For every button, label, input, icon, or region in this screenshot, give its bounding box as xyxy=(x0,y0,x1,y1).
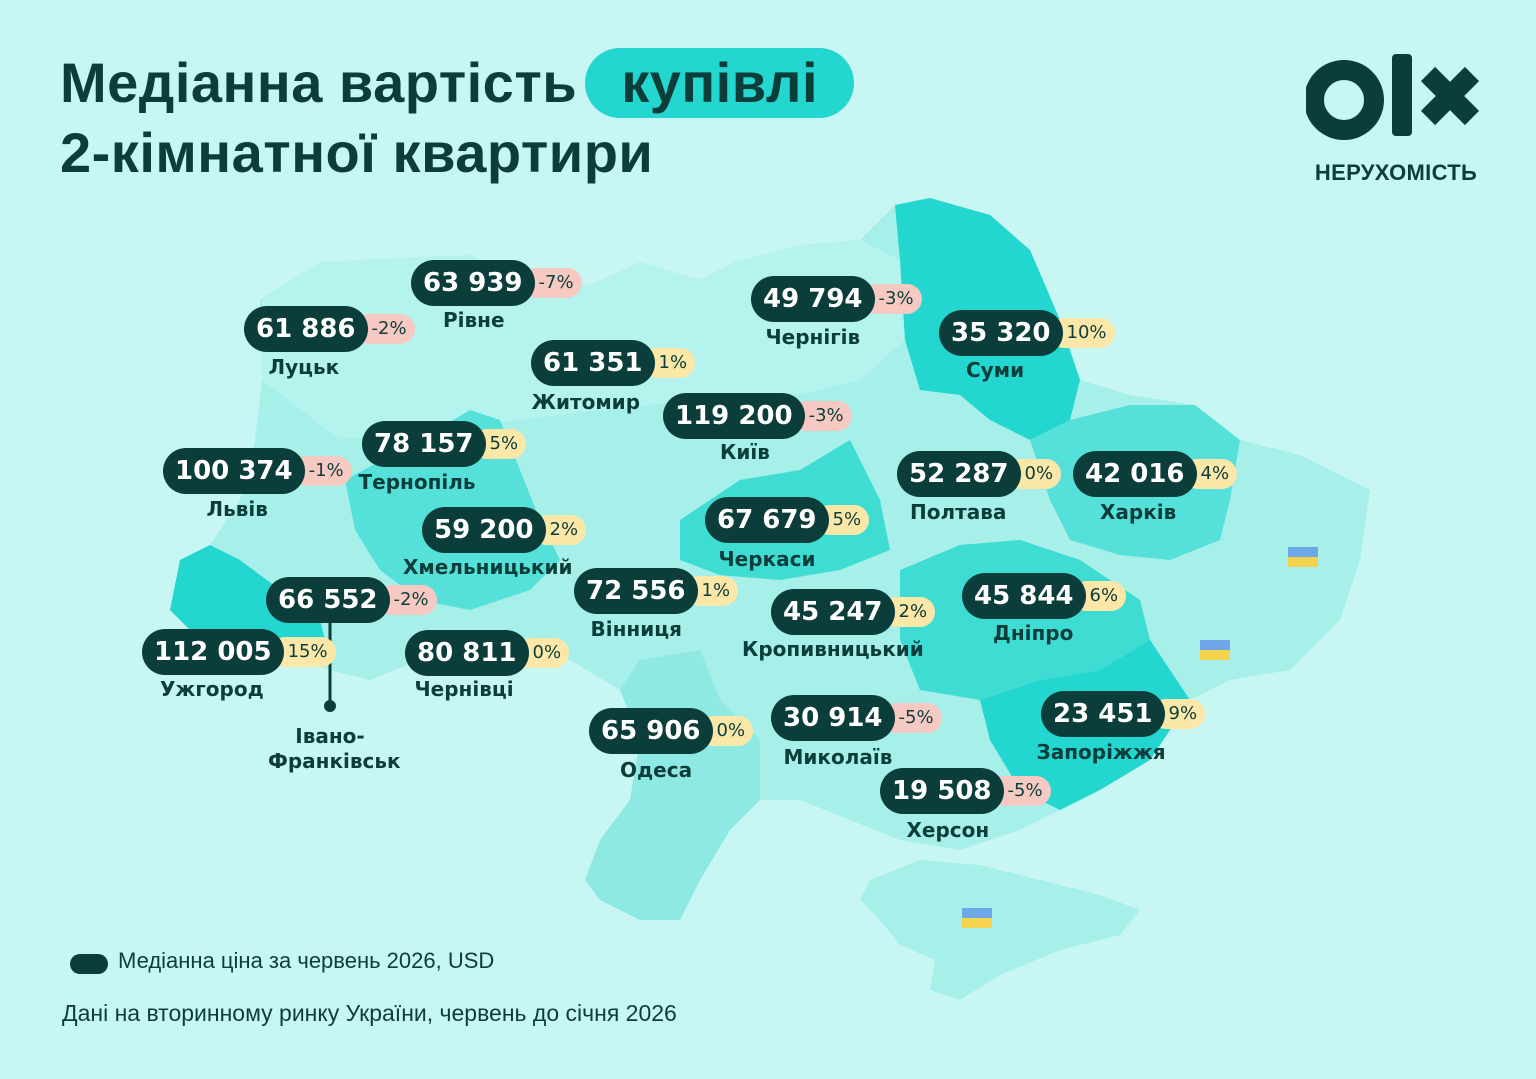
city-price-marker: 30 914 -5% xyxy=(771,695,942,741)
city-name: Чернівці xyxy=(414,677,514,701)
title-text: Медіанна вартість xyxy=(60,51,578,114)
city-price-marker: 45 247 2% xyxy=(771,589,936,635)
price-pill: 30 914 xyxy=(771,695,895,741)
city-name-ivano-frankivsk: Івано- Франківськ xyxy=(268,724,401,774)
price-pill: 45 844 xyxy=(962,573,1086,619)
footnote: Дані на вторинному ринку України, червен… xyxy=(62,1000,677,1026)
region-crimea xyxy=(860,860,1140,1000)
ivano-label-line2: Франківськ xyxy=(268,749,401,773)
price-pill: 42 016 xyxy=(1073,451,1197,497)
city-name: Кропивницький xyxy=(742,637,924,661)
page-title: Медіанна вартість купівлі 2-кімнатної ква… xyxy=(60,48,855,188)
city-name: Хмельницький xyxy=(403,555,573,579)
city-name: Київ xyxy=(720,440,770,464)
price-pill: 45 247 xyxy=(771,589,895,635)
city-price-marker: 119 200 -3% xyxy=(663,393,852,439)
city-price-marker: 45 844 6% xyxy=(962,573,1127,619)
region-dnipro xyxy=(900,540,1150,700)
price-pill: 65 906 xyxy=(589,708,713,754)
olx-logo: olx xyxy=(1306,54,1480,140)
brand-subtitle: НЕРУХОМІСТЬ xyxy=(1314,160,1478,185)
city-price-marker: 19 508 -5% xyxy=(880,768,1051,814)
city-price-marker: 65 906 0% xyxy=(589,708,754,754)
city-name: Львів xyxy=(206,497,268,521)
title-line-2: 2-кімнатної квартири xyxy=(60,121,654,184)
price-pill: 63 939 xyxy=(411,260,535,306)
price-pill: 19 508 xyxy=(880,768,1004,814)
price-pill: 61 886 xyxy=(244,306,368,352)
city-name: Черкаси xyxy=(718,547,816,571)
price-pill: 59 200 xyxy=(422,507,546,553)
price-pill: 23 451 xyxy=(1041,691,1165,737)
price-pill: 66 552 xyxy=(266,577,390,623)
ivano-label-line1: Івано- xyxy=(295,724,365,748)
city-price-marker: 112 005 15% xyxy=(142,629,336,675)
city-name: Одеса xyxy=(620,758,693,782)
city-name: Чернігів xyxy=(765,325,861,349)
city-name: Дніпро xyxy=(993,621,1074,645)
price-pill: 78 157 xyxy=(362,421,486,467)
city-name: Суми xyxy=(966,358,1025,382)
city-price-marker: 49 794 -3% xyxy=(751,276,922,322)
city-name: Луцьк xyxy=(268,355,340,379)
city-name: Вінниця xyxy=(590,617,682,641)
price-pill: 119 200 xyxy=(663,393,805,439)
city-price-marker: 66 552 -2% xyxy=(266,577,437,623)
ukraine-flag-icon xyxy=(962,908,992,928)
price-pill: 112 005 xyxy=(142,629,284,675)
ukraine-flag-icon xyxy=(1200,640,1230,660)
city-price-marker: 72 556 1% xyxy=(574,568,739,614)
city-price-marker: 63 939 -7% xyxy=(411,260,582,306)
price-pill: 61 351 xyxy=(531,340,655,386)
ukraine-flag-icon xyxy=(1288,547,1318,567)
city-price-marker: 78 157 5% xyxy=(362,421,527,467)
legend-label: Медіанна ціна за червень 2026, USD xyxy=(118,948,495,973)
price-pill: 49 794 xyxy=(751,276,875,322)
city-name: Житомир xyxy=(531,390,641,414)
city-name: Херсон xyxy=(906,818,990,842)
legend-swatch xyxy=(70,954,108,974)
title-highlight: купівлі xyxy=(585,48,855,118)
city-price-marker: 59 200 2% xyxy=(422,507,587,553)
city-price-marker: 61 886 -2% xyxy=(244,306,415,352)
city-price-marker: 80 811 0% xyxy=(405,630,570,676)
city-price-marker: 52 287 0% xyxy=(897,451,1062,497)
city-price-marker: 42 016 4% xyxy=(1073,451,1238,497)
city-name: Миколаїв xyxy=(783,745,893,769)
city-price-marker: 61 351 1% xyxy=(531,340,696,386)
city-price-marker: 35 320 10% xyxy=(939,310,1115,356)
city-name: Запоріжжя xyxy=(1036,740,1166,764)
price-pill: 52 287 xyxy=(897,451,1021,497)
ivano-pointer-dot xyxy=(324,700,336,712)
city-name: Ужгород xyxy=(160,677,264,701)
city-price-marker: 23 451 9% xyxy=(1041,691,1206,737)
price-pill: 72 556 xyxy=(574,568,698,614)
city-name: Полтава xyxy=(910,500,1007,524)
city-price-marker: 67 679 5% xyxy=(705,497,870,543)
price-pill: 80 811 xyxy=(405,630,529,676)
city-name: Рівне xyxy=(443,308,505,332)
city-price-marker: 100 374 -1% xyxy=(163,448,352,494)
city-name: Тернопіль xyxy=(358,470,476,494)
title-line-1: Медіанна вартість купівлі xyxy=(60,48,855,118)
price-pill: 100 374 xyxy=(163,448,305,494)
price-pill: 67 679 xyxy=(705,497,829,543)
city-name: Харків xyxy=(1100,500,1177,524)
price-pill: 35 320 xyxy=(939,310,1063,356)
